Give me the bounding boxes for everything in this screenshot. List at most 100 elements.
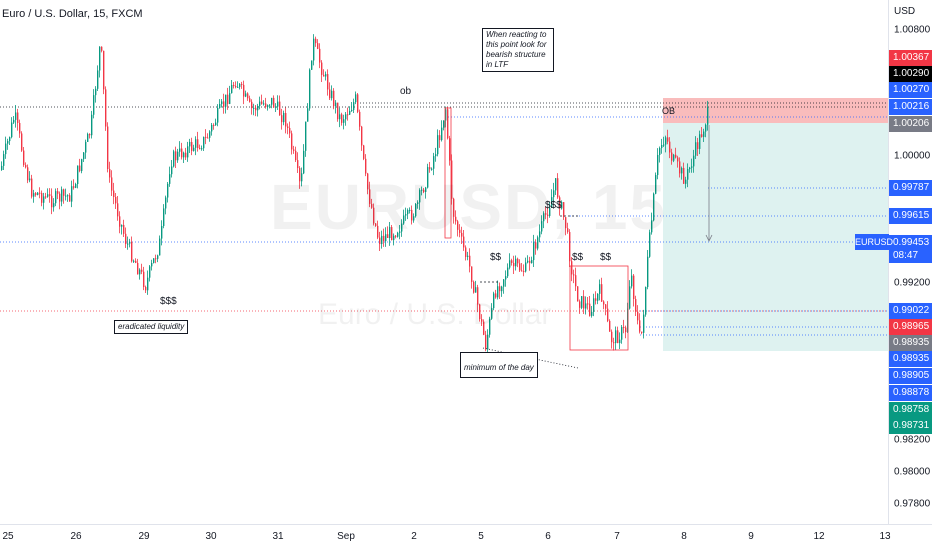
price-tag: 1.00206: [889, 116, 932, 132]
candle-body: [379, 237, 381, 245]
candle-body: [601, 284, 603, 302]
candle-body: [407, 210, 409, 215]
candle-body: [593, 298, 595, 312]
candle-body: [699, 134, 701, 149]
candle-body: [483, 321, 485, 335]
candle-body: [335, 102, 337, 107]
candle-body: [9, 137, 11, 142]
note-bearish-structure[interactable]: When reacting to this point look for bea…: [482, 28, 554, 72]
candle-body: [695, 142, 697, 156]
candle-body: [599, 284, 601, 294]
candle-body: [445, 109, 447, 121]
candle-body: [255, 107, 257, 111]
candle-body: [161, 226, 163, 239]
note-minimum-of-day[interactable]: minimum of the day: [460, 352, 538, 378]
candle-body: [177, 151, 179, 161]
candle-body: [527, 260, 529, 263]
candle-body: [501, 286, 503, 292]
candle-body: [109, 168, 111, 178]
candle-body: [581, 296, 583, 308]
candle-body: [121, 224, 123, 227]
candle-body: [595, 298, 597, 301]
candle-body: [275, 106, 277, 108]
candle-body: [643, 314, 645, 333]
candle-body: [371, 203, 373, 208]
candle-body: [15, 112, 17, 120]
candle-body: [345, 114, 347, 120]
price-tag: 0.99787: [889, 180, 932, 196]
candle-body: [325, 74, 327, 77]
candle-body: [349, 110, 351, 115]
candle-body: [663, 144, 665, 146]
candle-body: [631, 275, 633, 287]
liquidity-label-4: $$: [572, 252, 584, 263]
candle-body: [419, 190, 421, 203]
candle-body: [659, 148, 661, 155]
candle-body: [355, 94, 357, 103]
candle-body: [615, 330, 617, 343]
candle-body: [589, 303, 591, 316]
candle-body: [43, 196, 45, 203]
candle-body: [217, 108, 219, 123]
candle-body: [347, 114, 349, 116]
candle-body: [131, 241, 133, 262]
candle-body: [557, 178, 559, 198]
candle-body: [513, 262, 515, 267]
candle-body: [603, 301, 605, 305]
candle-body: [485, 334, 487, 350]
candle-body: [375, 223, 377, 226]
time-label: 30: [205, 531, 217, 542]
candle-body: [473, 281, 475, 293]
price-tag: 1.00270: [889, 82, 932, 98]
candle-body: [231, 84, 233, 94]
candle-body: [239, 83, 241, 87]
time-axis[interactable]: [0, 524, 932, 551]
candle-body: [611, 331, 613, 343]
candle-body: [547, 214, 549, 216]
candle-body: [97, 70, 99, 89]
candle-body: [435, 154, 437, 157]
candle-body: [545, 213, 547, 215]
candle-body: [623, 326, 625, 328]
candle-body: [609, 320, 611, 332]
candle-body: [167, 183, 169, 198]
candle-body: [197, 139, 199, 149]
candle-body: [113, 190, 115, 197]
price-label: 1.00000: [894, 150, 931, 162]
projection-arrowhead: [705, 234, 713, 242]
candle-body: [529, 260, 531, 264]
candle-body: [17, 112, 19, 123]
candle-body: [19, 122, 21, 134]
candle-body: [119, 216, 121, 227]
candle-body: [369, 189, 371, 204]
note-eradicated-liquidity[interactable]: eradicated liquidity: [114, 320, 189, 334]
time-label: 13: [879, 531, 891, 542]
candle-body: [73, 186, 75, 188]
candle-body: [89, 133, 91, 136]
time-label: 7: [614, 531, 620, 542]
candle-body: [53, 203, 55, 208]
candle-body: [403, 215, 405, 224]
candle-body: [585, 303, 587, 309]
candle-body: [453, 198, 455, 217]
candle-body: [537, 237, 539, 249]
candle-body: [515, 258, 517, 267]
candle-body: [185, 152, 187, 158]
candle-body: [175, 151, 177, 161]
candle-body: [675, 154, 677, 158]
candle-body: [157, 255, 159, 259]
candle-body: [423, 189, 425, 192]
price-tag: 0.98965: [889, 319, 932, 335]
time-label: 31: [272, 531, 284, 542]
liquidity-label-5: $$: [600, 252, 612, 263]
candle-body: [207, 137, 209, 139]
candle-body: [5, 143, 7, 155]
candle-body: [311, 60, 313, 70]
time-label: 8: [681, 531, 687, 542]
candle-body: [127, 243, 129, 245]
candle-body: [203, 136, 205, 149]
candle-body: [543, 213, 545, 222]
price-tag: 0.99615: [889, 208, 932, 224]
candle-body: [243, 84, 245, 97]
